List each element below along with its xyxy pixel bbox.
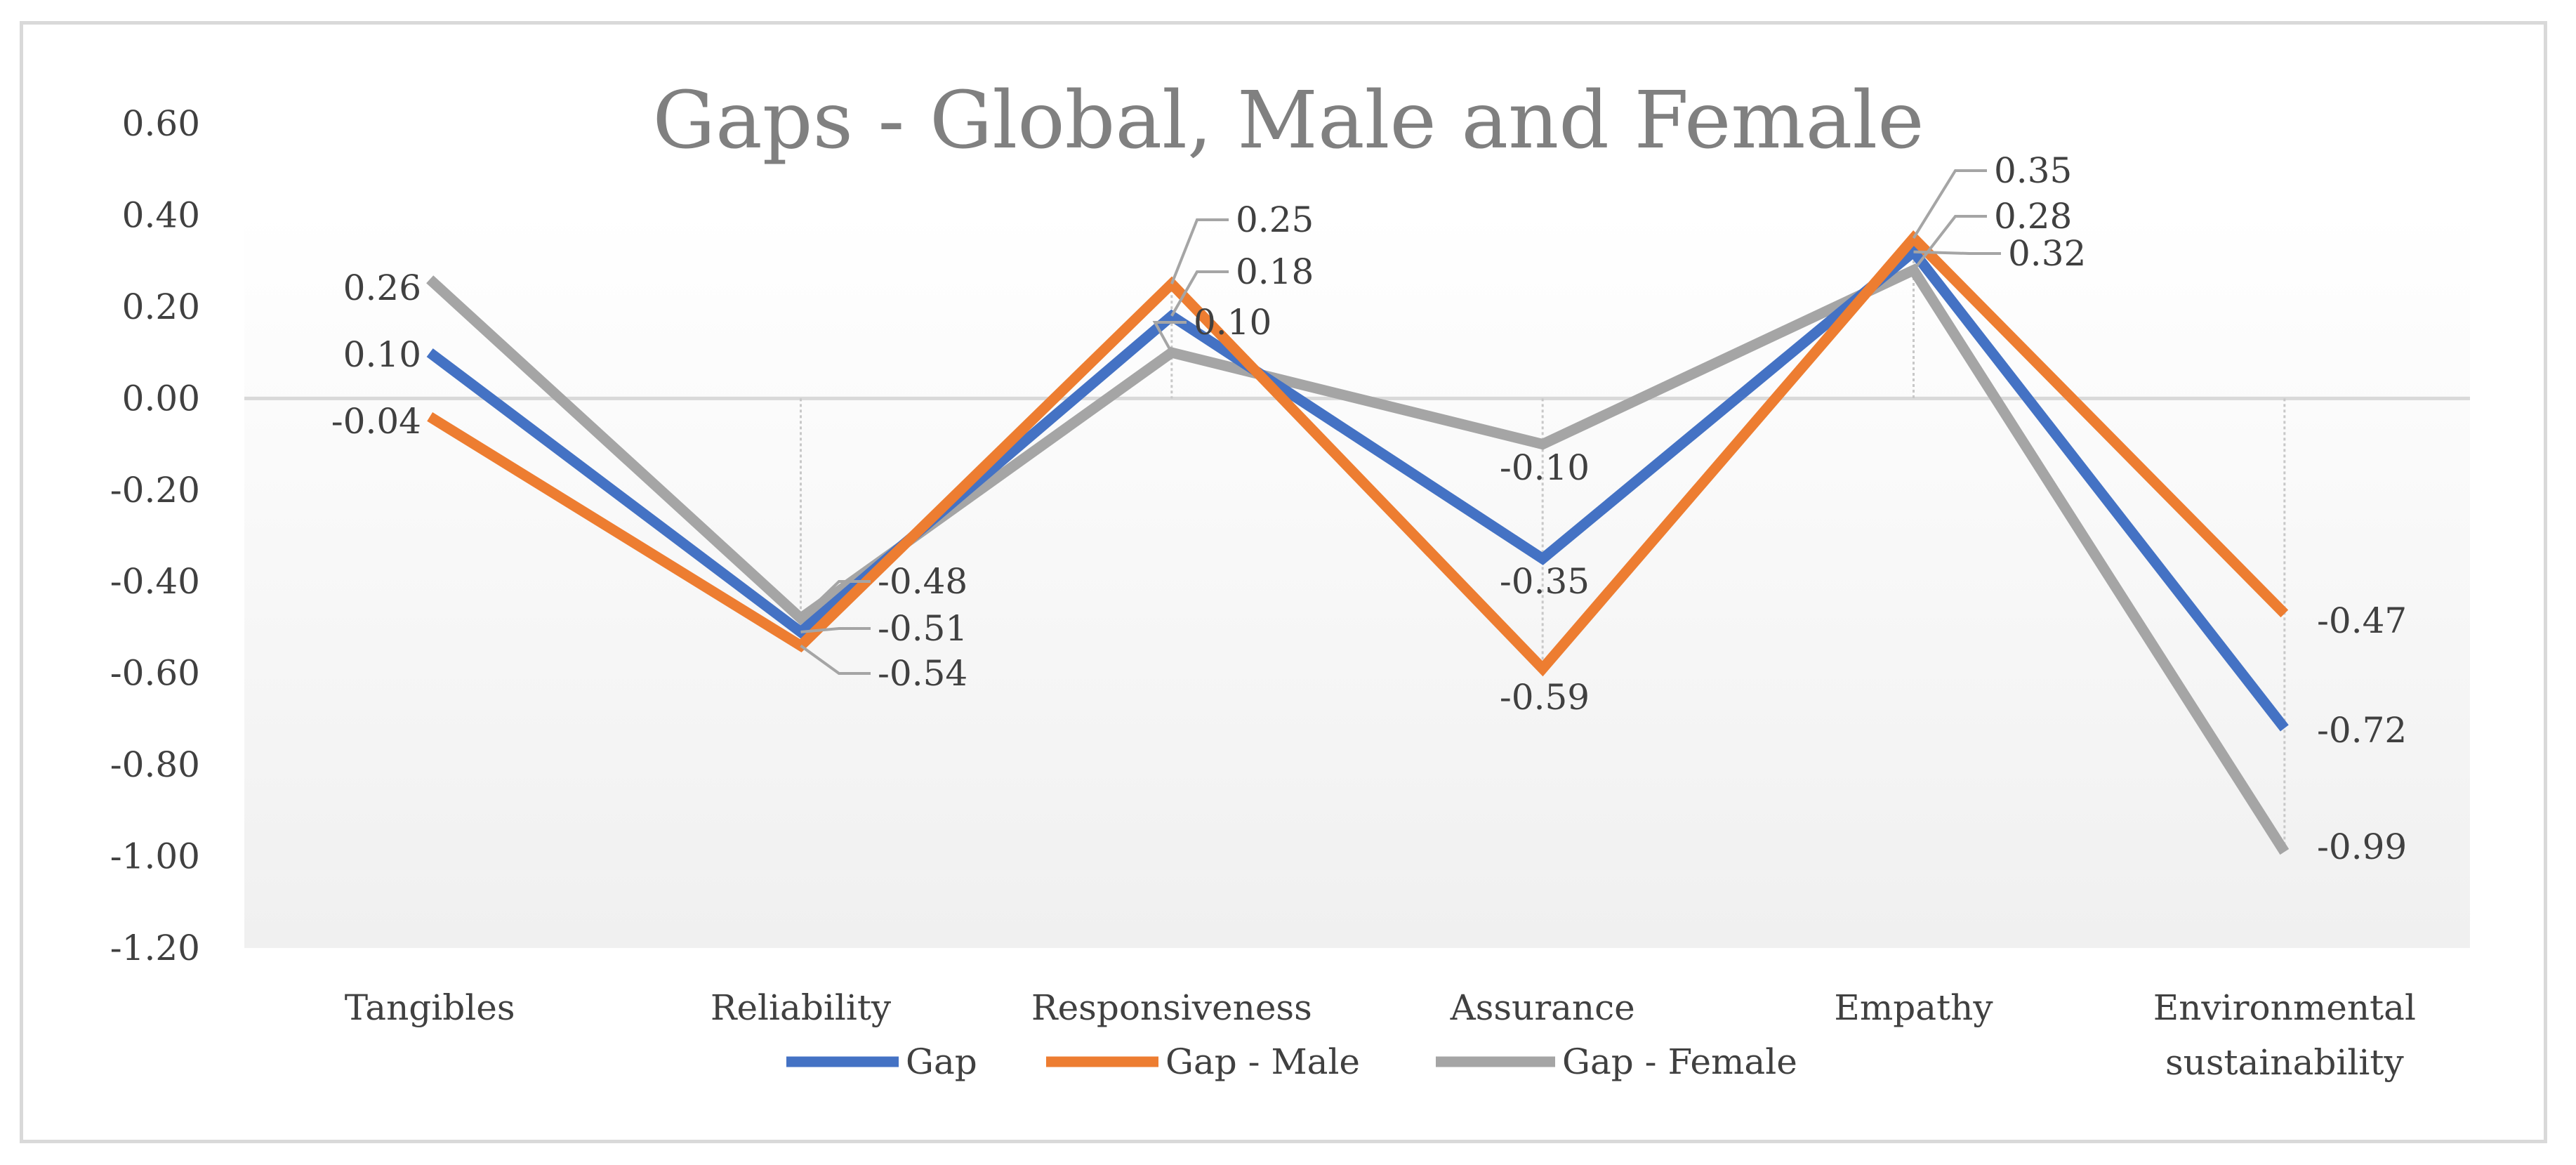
data-label: 0.25 bbox=[1236, 199, 1314, 240]
legend-label: Gap bbox=[906, 1041, 977, 1082]
data-label: -0.10 bbox=[1500, 447, 1590, 488]
legend-label: Gap - Female bbox=[1562, 1041, 1797, 1082]
data-label: -0.72 bbox=[2317, 710, 2407, 751]
y-tick-label: -0.80 bbox=[110, 744, 200, 785]
y-tick-label: 0.60 bbox=[122, 103, 200, 144]
data-label: -0.35 bbox=[1500, 561, 1590, 602]
data-label: -0.51 bbox=[878, 608, 967, 649]
plot-area bbox=[244, 211, 2470, 948]
data-label: 0.26 bbox=[343, 268, 421, 308]
x-category-label: Empathy bbox=[1834, 987, 1993, 1028]
x-category-label: Tangibles bbox=[345, 987, 515, 1028]
series-line-gap-female bbox=[426, 263, 2290, 855]
leader-line bbox=[1912, 169, 1987, 239]
y-tick-label: -0.20 bbox=[110, 470, 200, 511]
data-label: 0.10 bbox=[343, 334, 421, 375]
data-label: 0.18 bbox=[1236, 251, 1314, 292]
leader-line bbox=[800, 580, 871, 619]
x-category-label: Assurance bbox=[1450, 987, 1635, 1028]
data-label: -0.48 bbox=[878, 561, 967, 602]
x-category-label: Reliability bbox=[711, 987, 892, 1028]
data-label: -0.04 bbox=[331, 401, 421, 442]
data-label: -0.59 bbox=[1500, 677, 1590, 718]
leader-line bbox=[1912, 215, 1987, 271]
chart-title: Gaps - Global, Male and Female bbox=[653, 75, 1924, 166]
leader-line bbox=[800, 644, 871, 675]
legend-label: Gap - Male bbox=[1165, 1041, 1360, 1082]
y-tick-label: -1.00 bbox=[110, 836, 200, 877]
y-tick-label: 0.00 bbox=[122, 378, 200, 419]
leader-line bbox=[800, 627, 871, 633]
x-category-label: Responsiveness bbox=[1031, 987, 1312, 1028]
leader-line bbox=[1170, 218, 1229, 285]
data-label: -0.54 bbox=[878, 653, 967, 694]
x-category-label: Environmental sustainability bbox=[2153, 987, 2416, 1083]
leader-line bbox=[1170, 270, 1229, 317]
series-line-gap-male bbox=[427, 230, 2289, 677]
y-tick-label: -0.60 bbox=[110, 653, 200, 694]
leader-line bbox=[1913, 250, 2001, 255]
data-label: 0.35 bbox=[1994, 150, 2072, 191]
y-tick-label: -0.40 bbox=[110, 561, 200, 602]
leader-line bbox=[1152, 321, 1187, 354]
legend: Gap Gap - Male Gap - Female bbox=[786, 1041, 1797, 1082]
data-label: 0.28 bbox=[1994, 196, 2072, 237]
y-tick-label: 0.40 bbox=[122, 195, 200, 235]
data-label: -0.99 bbox=[2317, 827, 2407, 867]
y-tick-label: 0.20 bbox=[122, 287, 200, 327]
data-label: -0.47 bbox=[2317, 600, 2407, 641]
y-tick-label: -1.20 bbox=[110, 928, 200, 968]
series-line-gap bbox=[426, 244, 2289, 732]
data-label: 0.32 bbox=[2008, 233, 2086, 274]
data-label: 0.10 bbox=[1194, 302, 1272, 343]
